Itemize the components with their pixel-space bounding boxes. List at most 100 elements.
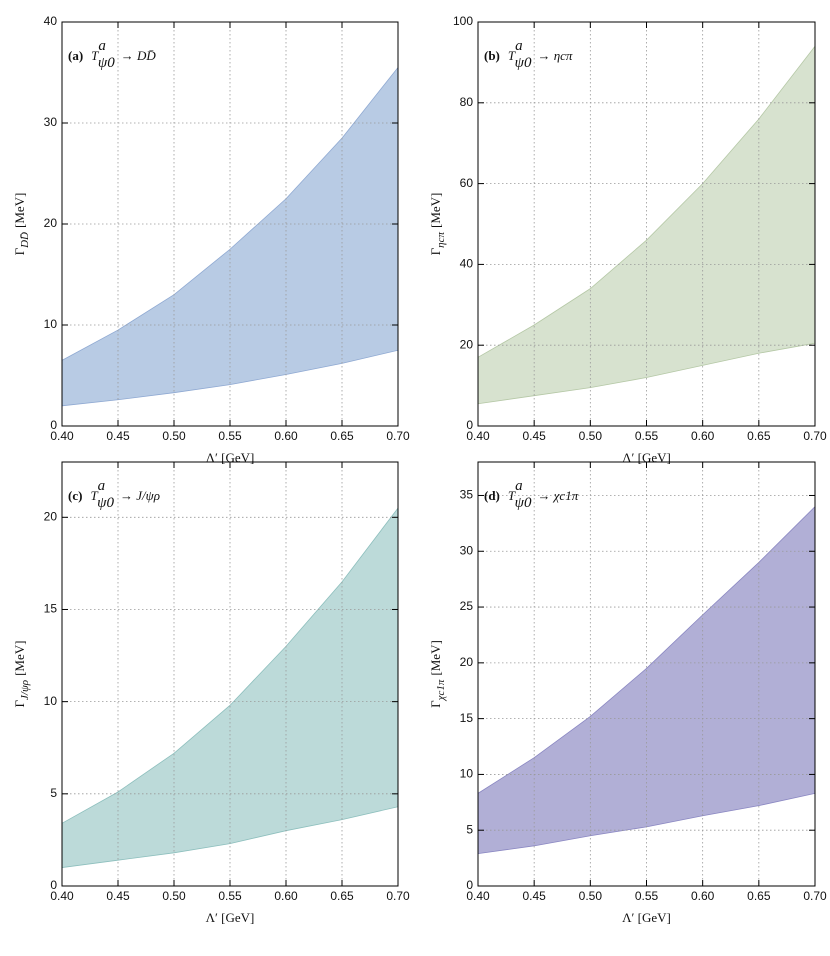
title-base: T [508, 48, 516, 63]
y-tick-label: 20 [44, 509, 58, 523]
y-tick-label: 5 [466, 822, 473, 836]
y-tick-label: 80 [460, 95, 474, 109]
x-tick-label: 0.45 [106, 429, 130, 443]
y-tick-label: 15 [460, 711, 474, 725]
y-axis-label: Γχc1π [MeV] [428, 640, 447, 708]
y-label-base: Γ [12, 699, 27, 707]
y-label-unit: [MeV] [12, 193, 27, 228]
x-tick-label: 0.45 [106, 889, 130, 903]
x-tick-label: 0.45 [522, 889, 546, 903]
x-tick-label: 0.65 [747, 889, 771, 903]
title-base: T [90, 488, 98, 503]
title-rest: → χc1π [537, 488, 578, 503]
x-axis-label: Λ′ [GeV] [622, 450, 671, 465]
panel-title: (d) Ta ψ0 → χc1π [484, 478, 579, 511]
y-label-unit: [MeV] [12, 641, 27, 676]
title-base: T [91, 48, 99, 63]
x-tick-label: 0.70 [386, 889, 410, 903]
x-tick-label: 0.50 [162, 889, 186, 903]
x-tick-label: 0.40 [466, 889, 490, 903]
band-area [62, 67, 398, 406]
y-label-sub: χc1π [435, 679, 447, 701]
band-area [478, 46, 815, 404]
y-axis-label: Γηcπ [MeV] [428, 193, 447, 256]
panel-title: (a) Ta ψ0 → DD̄ [68, 38, 156, 71]
x-tick-label: 0.60 [691, 889, 715, 903]
y-axis-label: ΓDD̄ [MeV] [12, 193, 31, 256]
title-sub: ψ0 [98, 55, 115, 71]
x-tick-label: 0.50 [162, 429, 186, 443]
panel: 0.40 0.45 0.50 0.55 0.60 0.65 0.70 0 20 40 60 80 100… [428, 14, 827, 465]
y-label-sub: ηcπ [435, 232, 447, 248]
x-axis-label: Λ′ [GeV] [622, 910, 671, 925]
y-label-base: Γ [428, 247, 443, 255]
y-tick-label: 25 [460, 599, 474, 613]
y-tick-label: 30 [460, 543, 474, 557]
x-tick-label: 0.70 [803, 889, 827, 903]
y-tick-label: 100 [453, 14, 473, 28]
x-tick-label: 0.55 [635, 889, 659, 903]
x-tick-label: 0.40 [50, 889, 74, 903]
y-tick-label: 0 [466, 878, 473, 892]
title-sup: a [98, 478, 106, 494]
panel-title: (b) Ta ψ0 → ηcπ [484, 38, 573, 71]
title-label: (a) [68, 48, 83, 63]
x-tick-label: 0.45 [522, 429, 546, 443]
x-tick-label: 0.50 [579, 429, 603, 443]
title-sup: a [515, 38, 523, 54]
y-tick-label: 15 [44, 602, 58, 616]
title-sup: a [98, 38, 106, 54]
y-tick-label: 40 [460, 257, 474, 271]
plot-frame [61, 21, 399, 427]
plot-frame [61, 461, 399, 887]
x-tick-label: 0.65 [747, 429, 771, 443]
y-tick-label: 5 [50, 786, 57, 800]
y-tick-label: 0 [466, 418, 473, 432]
panel: 0.40 0.45 0.50 0.55 0.60 0.65 0.70 0 10 20 30 40 (a)… [12, 14, 410, 465]
y-tick-label: 20 [460, 337, 474, 351]
y-axis-label: ΓJ/ψρ [MeV] [12, 641, 31, 708]
title-sub: ψ0 [97, 495, 114, 511]
title-label: (c) [68, 488, 82, 503]
title-label: (d) [484, 488, 500, 503]
x-axis-label: Λ′ [GeV] [206, 450, 255, 465]
title-sub: ψ0 [515, 55, 532, 71]
y-label-sub: DD̄ [19, 232, 31, 249]
x-tick-label: 0.50 [579, 889, 603, 903]
x-axis-label: Λ′ [GeV] [206, 910, 255, 925]
y-tick-label: 10 [44, 317, 58, 331]
band-upper-edge [61, 507, 399, 824]
band-lower-edge [477, 342, 816, 405]
band-area [62, 508, 398, 868]
y-tick-label: 35 [460, 488, 474, 502]
panel: 0.40 0.45 0.50 0.55 0.60 0.65 0.70 0 5 10 15 20 (c) T… [12, 461, 410, 925]
y-label-sub: J/ψρ [19, 680, 31, 700]
y-label-base: Γ [12, 247, 27, 255]
x-tick-label: 0.60 [274, 429, 298, 443]
x-tick-label: 0.70 [386, 429, 410, 443]
x-tick-label: 0.60 [691, 429, 715, 443]
x-tick-label: 0.60 [274, 889, 298, 903]
y-label-unit: [MeV] [428, 640, 443, 675]
title-rest: → DD̄ [121, 48, 157, 63]
x-tick-label: 0.40 [466, 429, 490, 443]
title-rest: → J/ψρ [120, 488, 160, 503]
y-tick-label: 20 [460, 655, 474, 669]
y-tick-label: 10 [460, 767, 474, 781]
x-tick-label: 0.55 [218, 429, 242, 443]
y-tick-label: 40 [44, 14, 58, 28]
band-lower-edge [61, 806, 399, 868]
title-rest: → ηcπ [537, 48, 572, 63]
panel-title: (c) Ta ψ0 → J/ψρ [68, 478, 160, 511]
y-label-base: Γ [428, 700, 443, 708]
y-tick-label: 60 [460, 176, 474, 190]
y-tick-label: 20 [44, 216, 58, 230]
x-tick-label: 0.55 [218, 889, 242, 903]
y-tick-label: 30 [44, 115, 58, 129]
title-sup: a [515, 478, 523, 494]
title-base: T [508, 488, 516, 503]
x-tick-label: 0.70 [803, 429, 827, 443]
x-tick-label: 0.65 [330, 889, 354, 903]
plot-frame [477, 461, 816, 887]
